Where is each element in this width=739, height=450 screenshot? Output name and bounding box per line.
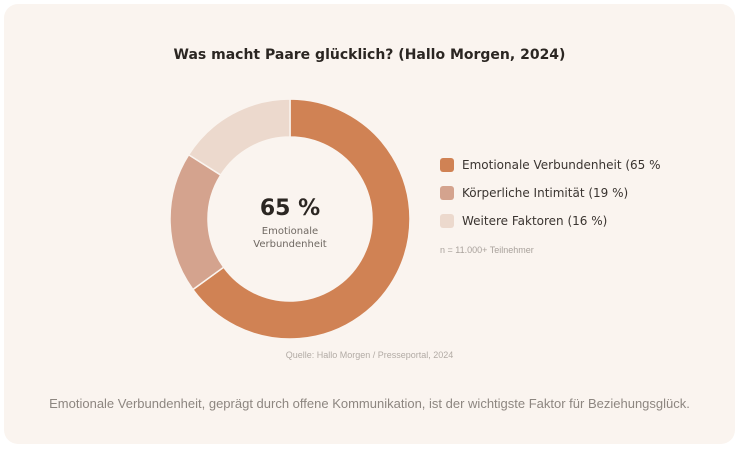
center-value: 65 % — [260, 196, 320, 221]
caption-text: Emotionale Verbundenheit, geprägt durch … — [49, 396, 690, 411]
chart-legend: Emotionale Verbundenheit (65 % Körperlic… — [440, 151, 730, 235]
slice-weitere-faktoren[interactable] — [187, 98, 291, 177]
legend-label: Körperliche Intimität (19 %) — [462, 186, 629, 200]
legend-item-koerperliche-intimitaet[interactable]: Körperliche Intimität (19 %) — [440, 179, 730, 207]
center-label-line-1: Emotionale — [262, 226, 318, 237]
source-note: Quelle: Hallo Morgen / Presseportal, 202… — [285, 350, 454, 360]
slice-koerperliche-intimitaet[interactable] — [169, 153, 225, 291]
legend-swatch — [440, 214, 454, 228]
legend-swatch — [440, 158, 454, 172]
chart-card — [4, 4, 735, 444]
legend-item-emotionale-verbundenheit[interactable]: Emotionale Verbundenheit (65 % — [440, 151, 730, 179]
chart-title: Was macht Paare glücklich? (Hallo Morgen… — [173, 47, 566, 63]
center-label-line-2: Verbundenheit — [253, 239, 326, 250]
legend-swatch — [440, 186, 454, 200]
sample-size-note: n = 11.000+ Teilnehmer — [440, 245, 534, 255]
legend-label: Weitere Faktoren (16 %) — [462, 214, 608, 228]
legend-label: Emotionale Verbundenheit (65 % — [462, 158, 661, 172]
slice-emotionale-verbundenheit[interactable] — [191, 98, 411, 340]
legend-item-weitere-faktoren[interactable]: Weitere Faktoren (16 %) — [440, 207, 730, 235]
donut-chart: 65 % Emotionale Verbundenheit — [169, 98, 411, 340]
